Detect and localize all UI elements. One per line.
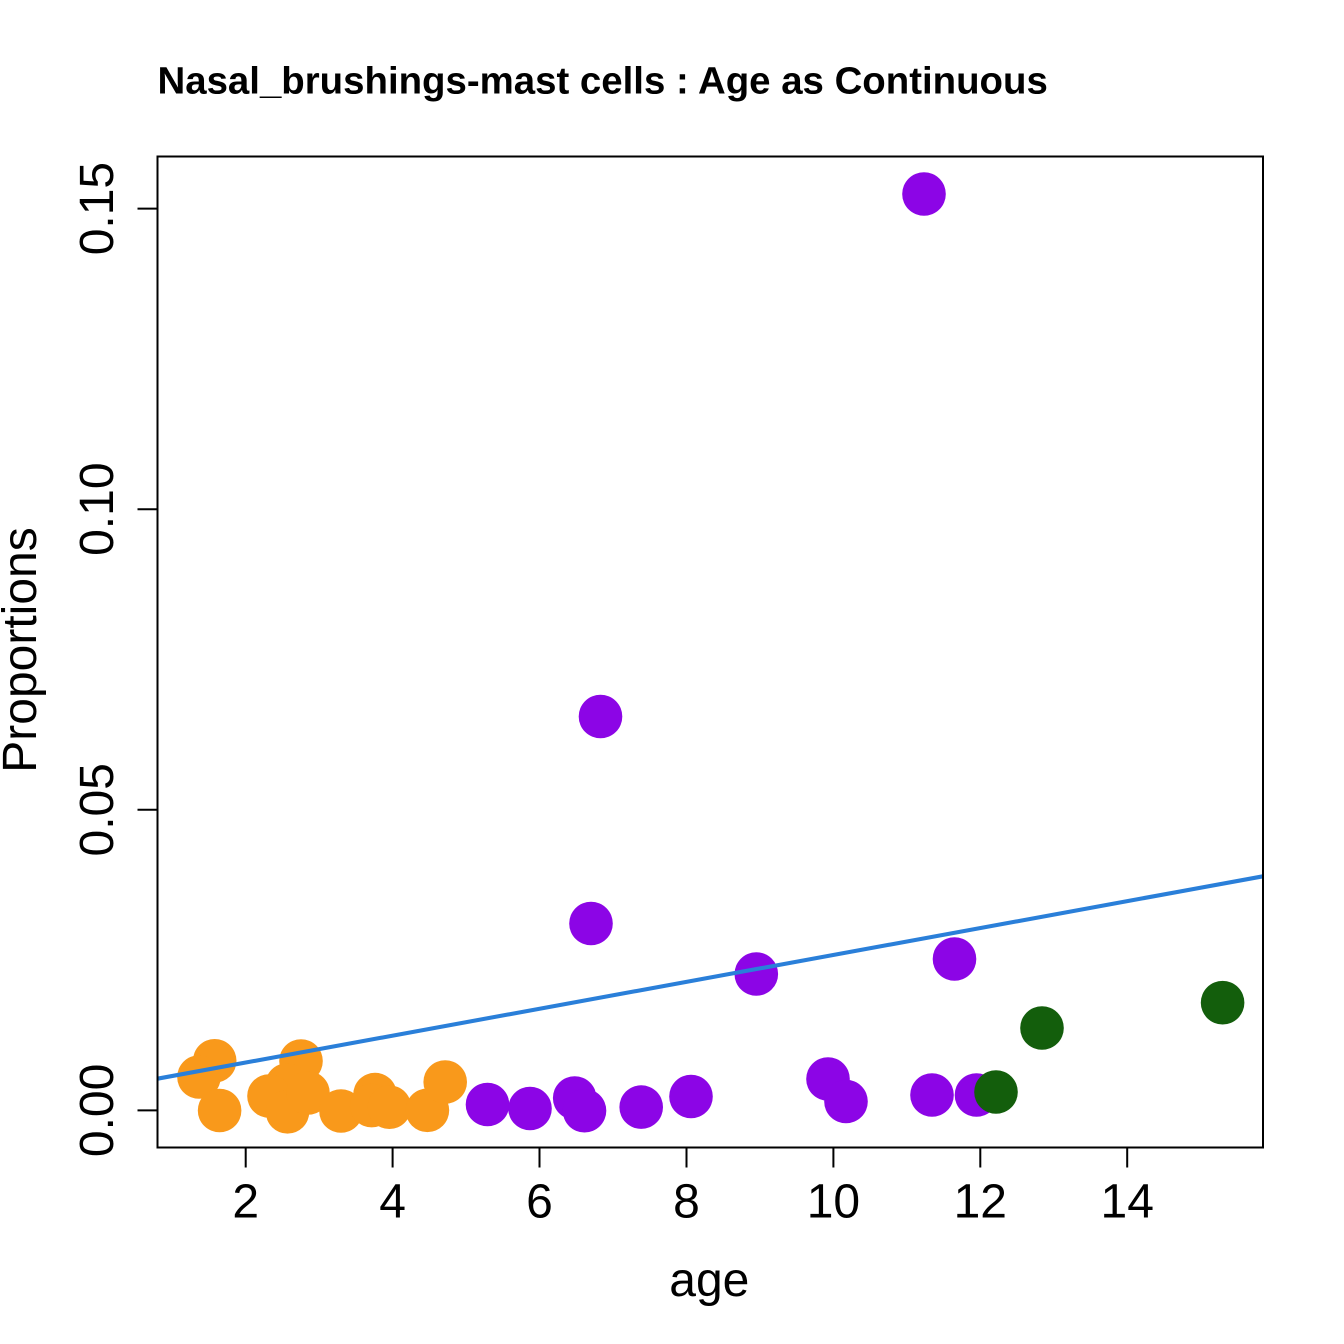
svg-text:age: age <box>669 1254 749 1307</box>
svg-text:0.10: 0.10 <box>71 462 124 555</box>
svg-text:4: 4 <box>379 1176 406 1229</box>
svg-text:0.05: 0.05 <box>71 763 124 856</box>
svg-text:10: 10 <box>807 1176 860 1229</box>
svg-text:2: 2 <box>232 1176 259 1229</box>
svg-text:Nasal_brushings-mast cells : A: Nasal_brushings-mast cells : Age as Cont… <box>158 60 1048 103</box>
svg-text:8: 8 <box>673 1176 700 1229</box>
svg-text:14: 14 <box>1101 1176 1154 1229</box>
svg-text:0.00: 0.00 <box>71 1064 124 1157</box>
svg-text:6: 6 <box>526 1176 553 1229</box>
svg-text:0.15: 0.15 <box>71 162 124 255</box>
svg-text:Proportions: Proportions <box>0 527 47 772</box>
svg-text:12: 12 <box>954 1176 1007 1229</box>
